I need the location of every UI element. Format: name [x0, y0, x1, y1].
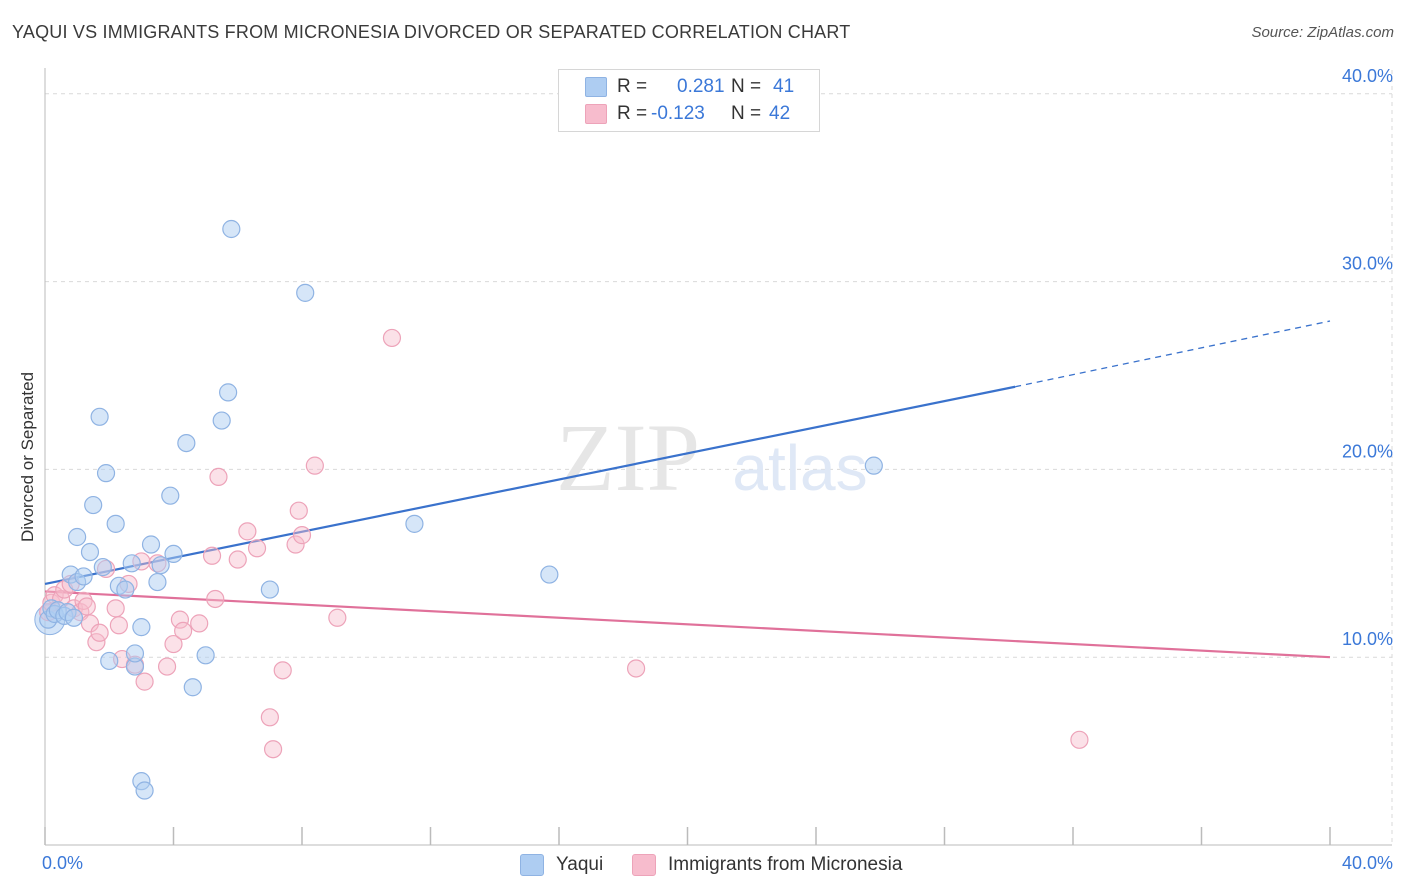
point-yaqui	[260, 580, 279, 599]
point-micronesia	[292, 526, 312, 545]
y-axis-label: Divorced or Separated	[18, 372, 37, 542]
legend-r-label: R =	[617, 76, 648, 97]
bottom-legend-label-micronesia: Immigrants from Micronesia	[668, 854, 903, 875]
legend-r-value: -0.123	[651, 103, 705, 124]
legend-r-value: 0.281	[677, 76, 725, 97]
point-micronesia	[135, 672, 154, 691]
legend-n-value: 42	[769, 103, 791, 124]
point-yaqui	[405, 514, 424, 533]
point-micronesia	[260, 708, 279, 727]
data-points	[34, 219, 1089, 800]
correlation-legend: R = 0.281 N = 41 R = -0.123 N = 42	[558, 69, 820, 132]
point-yaqui	[151, 556, 170, 575]
point-yaqui	[80, 542, 100, 562]
point-micronesia	[106, 599, 125, 618]
point-micronesia	[238, 522, 257, 541]
legend-n-label: N =	[731, 76, 762, 97]
point-micronesia	[109, 616, 128, 635]
point-yaqui	[125, 644, 145, 663]
y-tick-label: 10.0%	[1342, 629, 1393, 649]
watermark: ZIP atlas	[556, 404, 868, 511]
point-yaqui	[74, 567, 93, 586]
point-micronesia	[263, 740, 283, 759]
point-yaqui	[68, 527, 87, 547]
legend-swatch-blue	[585, 77, 607, 97]
point-yaqui	[135, 781, 154, 800]
bottom-legend-swatch-blue	[520, 854, 544, 876]
point-micronesia	[305, 456, 324, 475]
point-micronesia	[164, 634, 183, 654]
point-yaqui	[164, 544, 183, 564]
point-micronesia	[247, 539, 267, 558]
point-micronesia	[90, 623, 109, 642]
point-micronesia	[170, 610, 190, 629]
point-yaqui	[90, 407, 109, 426]
point-micronesia	[328, 608, 347, 627]
point-micronesia	[74, 591, 93, 610]
y-tick-label: 40.0%	[1342, 66, 1393, 86]
legend-r-label: R =	[617, 103, 648, 124]
point-yaqui	[212, 411, 231, 430]
point-yaqui	[100, 651, 119, 671]
point-yaqui	[93, 557, 112, 577]
point-micronesia	[206, 589, 225, 609]
x-tick-label: 0.0%	[42, 853, 83, 873]
point-micronesia	[209, 467, 228, 487]
trend-lines	[44, 320, 1331, 659]
point-yaqui	[540, 565, 559, 584]
point-yaqui	[141, 535, 161, 554]
y-tick-label: 30.0%	[1342, 254, 1393, 274]
point-yaqui	[864, 456, 883, 475]
point-yaqui	[84, 495, 103, 515]
point-micronesia	[202, 546, 222, 565]
point-micronesia	[174, 621, 193, 641]
point-yaqui	[106, 514, 125, 533]
source-credit: Source: ZipAtlas.com	[1251, 24, 1394, 41]
point-yaqui	[296, 283, 315, 302]
point-yaqui	[222, 219, 241, 239]
trend-line-micronesia	[44, 590, 1331, 659]
legend-n-value: 41	[773, 76, 795, 97]
trend-line-yaqui	[44, 385, 1016, 586]
point-micronesia	[382, 328, 402, 348]
x-tick-label: 40.0%	[1342, 853, 1393, 873]
point-yaqui	[148, 572, 167, 592]
point-yaqui	[96, 464, 116, 483]
chart-title: YAQUI VS IMMIGRANTS FROM MICRONESIA DIVO…	[12, 22, 851, 42]
tick-labels: 10.0% 20.0% 30.0% 40.0% 0.0% 40.0%	[42, 66, 1393, 873]
legend-n-label: N =	[731, 103, 762, 124]
trend-line-yaqui-extension	[1015, 320, 1331, 388]
point-micronesia	[289, 501, 308, 520]
point-yaqui	[161, 486, 180, 505]
point-yaqui	[64, 608, 84, 627]
grid-lines	[45, 70, 1393, 845]
point-micronesia	[1070, 730, 1089, 749]
bottom-legend-swatch-pink	[632, 854, 656, 876]
point-micronesia	[228, 550, 247, 569]
point-micronesia	[273, 661, 292, 680]
point-yaqui	[183, 678, 202, 697]
point-yaqui	[132, 618, 151, 637]
point-yaqui	[196, 646, 215, 665]
bottom-legend-label-yaqui: Yaqui	[556, 854, 604, 875]
point-yaqui	[122, 554, 141, 573]
legend-swatch-pink	[585, 104, 607, 124]
point-micronesia	[626, 659, 646, 678]
point-micronesia	[157, 657, 177, 676]
y-tick-label: 20.0%	[1342, 441, 1393, 461]
point-micronesia	[80, 614, 100, 633]
watermark-atlas: atlas	[732, 432, 867, 504]
point-yaqui	[177, 433, 196, 453]
point-yaqui	[219, 383, 238, 402]
axes	[44, 68, 1392, 846]
watermark-zip: ZIP	[556, 404, 700, 511]
point-micronesia	[190, 614, 209, 633]
point-yaqui	[116, 580, 135, 599]
point-micronesia	[286, 535, 305, 554]
